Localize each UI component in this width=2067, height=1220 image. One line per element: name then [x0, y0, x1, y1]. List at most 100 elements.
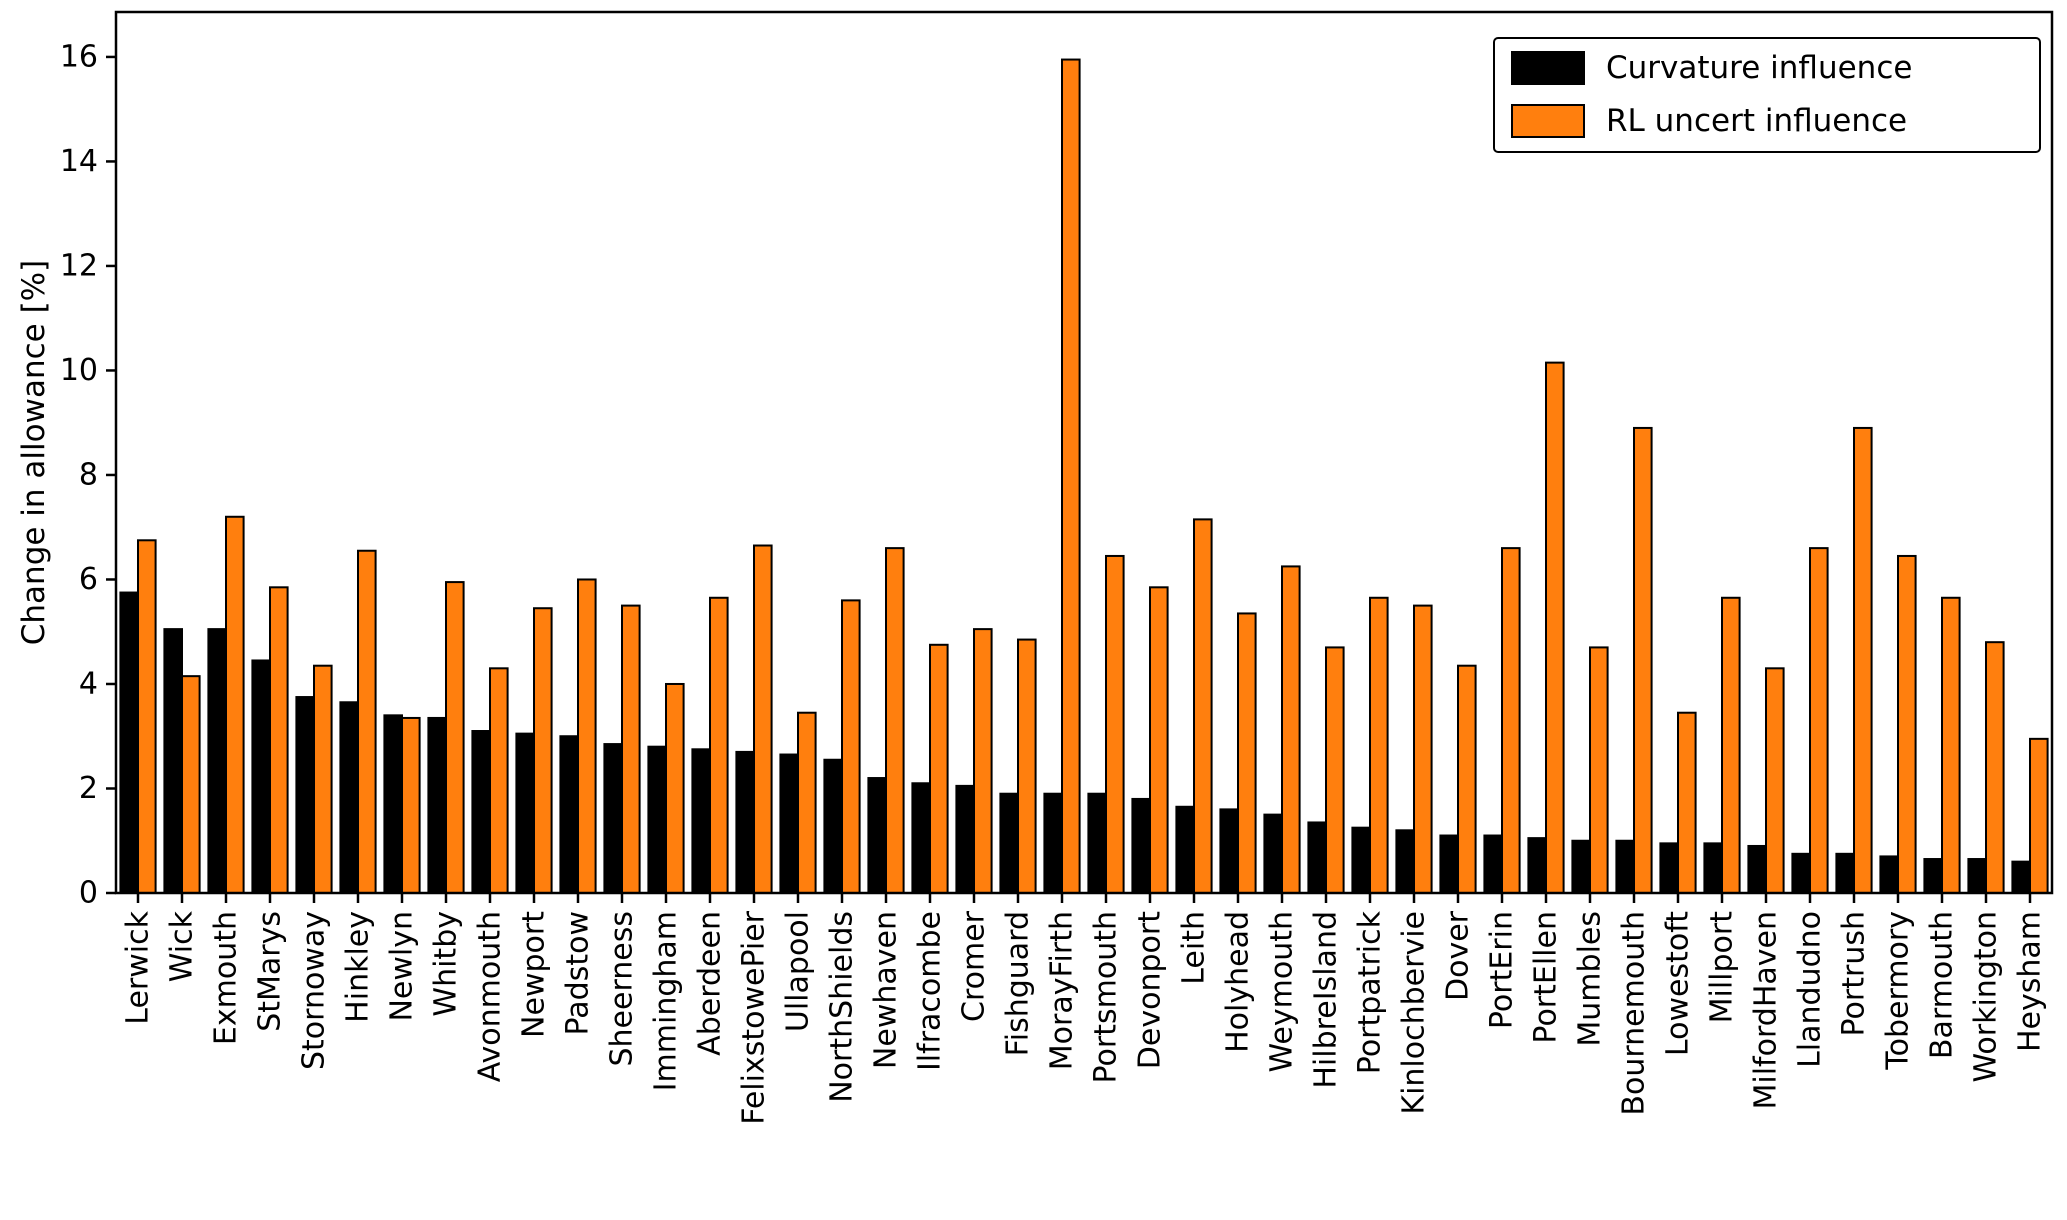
bar-curvature [1263, 813, 1284, 894]
bar-curvature [1439, 834, 1460, 895]
bar-rl-uncert [1413, 604, 1433, 894]
bar-rl-uncert [489, 667, 509, 894]
bar-curvature [251, 659, 271, 894]
bar-rl-uncert [137, 539, 157, 894]
x-tick-label: NorthShields [825, 911, 860, 1103]
x-tick-label: PortErin [1485, 911, 1520, 1029]
bar-rl-uncert [753, 544, 773, 894]
bar-rl-uncert [1105, 554, 1125, 895]
x-tick-label: Kinlochbervie [1397, 911, 1432, 1115]
bar-rl-uncert [1765, 667, 1785, 894]
x-tick-label: Ullapool [781, 911, 816, 1032]
bar-rl-uncert [1237, 612, 1257, 894]
bar-curvature [207, 628, 227, 894]
bar-rl-uncert [1985, 641, 2005, 894]
x-tick-label: Dover [1441, 910, 1476, 1001]
x-tick-label: Newlyn [385, 911, 420, 1022]
x-tick-label: Weymouth [1265, 911, 1300, 1072]
x-tick-label: Millport [1705, 911, 1740, 1024]
x-tick-label: Devonport [1133, 911, 1168, 1069]
bar-rl-uncert [313, 664, 333, 895]
x-tick-label: Fishguard [1001, 911, 1036, 1056]
y-tick-label: 2 [79, 771, 98, 806]
bar-rl-uncert [225, 515, 245, 895]
bar-rl-uncert [621, 604, 641, 894]
bar-rl-uncert [1721, 596, 1741, 895]
bar-curvature [911, 782, 932, 895]
x-tick-label: Sheerness [605, 911, 640, 1067]
bar-rl-uncert [1457, 664, 1477, 895]
legend-box [1493, 37, 2041, 153]
bar-rl-uncert [797, 711, 817, 894]
bar-curvature [1615, 839, 1636, 894]
x-tick-label: Lerwick [121, 910, 156, 1024]
x-tick-label: Cromer [957, 910, 992, 1022]
x-tick-label: Newport [517, 911, 552, 1038]
bar-rl-uncert [1677, 711, 1697, 894]
bar-curvature [295, 696, 315, 894]
bar-rl-uncert [1017, 638, 1037, 894]
bar-curvature [1131, 797, 1152, 894]
bar-curvature [559, 735, 580, 894]
x-tick-label: StMarys [253, 911, 288, 1032]
bar-rl-uncert [577, 578, 597, 894]
bar-rl-uncert [1369, 596, 1389, 895]
legend-label: RL uncert influence [1606, 103, 1907, 139]
y-tick-label: 4 [79, 666, 98, 701]
x-tick-label: Whitby [429, 911, 464, 1017]
x-tick-label: Portrush [1837, 911, 1872, 1036]
bar-rl-uncert [445, 581, 465, 895]
x-tick-label: Aberdeen [693, 911, 728, 1056]
x-tick-label: Tobermory [1881, 911, 1916, 1071]
bar-rl-uncert [1545, 361, 1565, 894]
legend-swatch-rl-uncert [1511, 104, 1585, 138]
bar-curvature [691, 748, 712, 894]
bar-rl-uncert [709, 596, 729, 895]
bar-curvature [1659, 842, 1680, 894]
x-tick-label: MorayFirth [1045, 911, 1080, 1070]
x-tick-label: Bournemouth [1617, 911, 1652, 1116]
y-tick-label: 6 [79, 562, 98, 597]
bar-curvature [1351, 826, 1372, 894]
bar-rl-uncert [1061, 58, 1081, 895]
bar-rl-uncert [401, 716, 421, 895]
bar-rl-uncert [1941, 596, 1961, 895]
x-tick-label: HilbreIsland [1309, 911, 1344, 1089]
x-tick-label: Portpatrick [1353, 910, 1388, 1074]
y-tick-label: 10 [60, 353, 98, 388]
x-tick-label: Stornoway [297, 911, 332, 1070]
bar-curvature [955, 784, 976, 895]
bar-curvature [1175, 805, 1196, 895]
axes-group: 0 2 4 6 8 10 12 14 16 Lerwick Wick Exmouth StMarys St… [16, 10, 2054, 1125]
legend-swatch-curvature [1511, 51, 1585, 85]
bar-curvature [779, 753, 800, 895]
x-tick-label: Hinkley [341, 911, 376, 1023]
bar-curvature [735, 750, 756, 894]
bar-curvature [2011, 860, 2032, 895]
x-tick-label: PortEllen [1529, 911, 1564, 1044]
x-tick-label: Heysham [2013, 911, 2048, 1052]
bar-rl-uncert [929, 643, 949, 894]
bar-rl-uncert [357, 549, 377, 894]
bar-curvature [1307, 821, 1328, 895]
x-tick-label: Ilfracombe [913, 911, 948, 1071]
bar-rl-uncert [885, 547, 905, 894]
bar-rl-uncert [973, 628, 993, 894]
x-tick-label: Exmouth [209, 911, 244, 1045]
bar-curvature [163, 628, 183, 894]
bar-curvature [1571, 839, 1592, 894]
x-tick-label: Portsmouth [1089, 911, 1124, 1083]
bar-rl-uncert [1897, 554, 1917, 895]
bar-curvature [383, 714, 403, 895]
bar-curvature [647, 745, 668, 894]
bar-curvature [515, 732, 536, 894]
bar-curvature [1703, 842, 1724, 894]
y-tick-label: 8 [79, 457, 98, 492]
bar-rl-uncert [1633, 426, 1653, 894]
bar-curvature [1087, 792, 1108, 894]
bar-curvature [471, 730, 491, 895]
bar-rl-uncert [1149, 586, 1169, 894]
x-tick-label: Holyhead [1221, 911, 1256, 1053]
